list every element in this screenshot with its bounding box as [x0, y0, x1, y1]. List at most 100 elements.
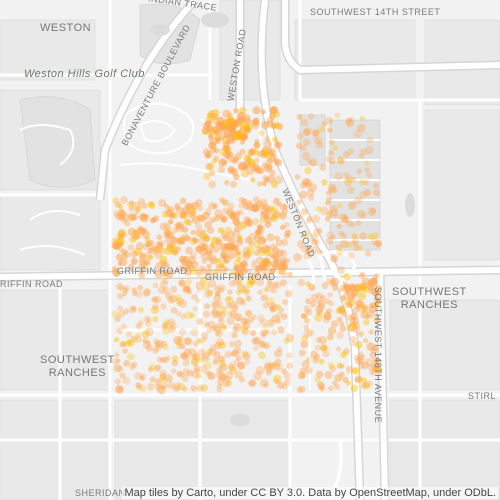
- data-dot: [209, 344, 217, 352]
- data-dot: [242, 247, 251, 256]
- data-dot: [238, 106, 247, 115]
- data-dot: [230, 180, 237, 188]
- data-dot: [118, 247, 124, 253]
- data-dot: [246, 167, 255, 176]
- data-dot: [281, 270, 287, 277]
- data-dot: [180, 211, 187, 218]
- data-dot: [300, 245, 308, 254]
- data-dot: [209, 256, 218, 265]
- data-dot: [218, 318, 225, 325]
- data-dot: [348, 284, 355, 291]
- data-dot: [305, 181, 312, 189]
- data-dot: [263, 248, 272, 257]
- data-dot: [351, 233, 358, 239]
- data-dot: [151, 297, 157, 303]
- data-dot: [141, 330, 150, 339]
- data-dot: [372, 358, 379, 364]
- data-dot: [205, 163, 213, 171]
- data-dot: [258, 246, 266, 254]
- data-dot: [280, 238, 289, 247]
- data-dot: [136, 384, 142, 391]
- data-dot: [360, 212, 367, 219]
- data-dot: [229, 270, 235, 277]
- data-dot: [305, 217, 312, 224]
- data-dot: [334, 112, 341, 119]
- data-dot: [191, 201, 199, 210]
- data-dot: [197, 338, 203, 345]
- data-dot: [147, 382, 155, 391]
- data-dot: [174, 202, 181, 209]
- data-dot: [175, 310, 182, 317]
- data-dot: [262, 203, 270, 211]
- data-dot: [212, 359, 219, 365]
- data-dot: [208, 141, 216, 149]
- data-dot: [168, 325, 176, 333]
- data-dot: [224, 266, 229, 272]
- data-dot: [176, 221, 185, 230]
- data-dot: [202, 283, 210, 291]
- data-dot: [133, 201, 142, 211]
- data-dot: [316, 370, 324, 378]
- data-dot: [227, 165, 235, 174]
- data-dot: [243, 288, 250, 295]
- data-dot: [180, 343, 186, 350]
- data-dot: [352, 368, 359, 374]
- data-dot: [218, 305, 227, 314]
- data-dot: [196, 384, 204, 392]
- data-dot: [364, 160, 370, 166]
- data-dot: [181, 226, 189, 233]
- data-dot: [198, 348, 206, 356]
- data-dot: [343, 178, 352, 186]
- data-dot: [191, 370, 200, 379]
- data-dot: [175, 222, 183, 230]
- data-dot: [213, 284, 220, 292]
- data-dot: [371, 363, 378, 371]
- data-dot: [255, 265, 261, 271]
- data-dot: [352, 306, 360, 314]
- data-dot: [344, 300, 353, 308]
- data-dot: [332, 145, 338, 151]
- data-dot: [240, 325, 249, 333]
- data-dot: [217, 227, 225, 234]
- data-dot: [189, 267, 198, 275]
- data-dot: [217, 377, 225, 386]
- data-dot: [139, 259, 148, 268]
- data-dot: [180, 259, 187, 266]
- data-dot: [152, 282, 159, 289]
- data-dot: [232, 326, 239, 333]
- data-dot: [373, 357, 382, 367]
- data-dot: [186, 202, 194, 210]
- data-dot: [373, 364, 382, 373]
- data-dot: [162, 326, 171, 335]
- data-dot: [272, 281, 279, 289]
- data-dot: [302, 128, 311, 137]
- data-dot: [309, 350, 319, 360]
- data-dot: [231, 332, 238, 339]
- data-dot: [209, 216, 216, 224]
- data-dot: [220, 323, 226, 329]
- data-dot: [308, 183, 318, 192]
- data-dot: [267, 212, 276, 221]
- data-dot: [272, 374, 282, 384]
- data-dot: [199, 267, 208, 276]
- data-dot: [321, 282, 329, 289]
- data-dot: [280, 262, 289, 271]
- data-dot: [260, 264, 266, 270]
- data-dot: [361, 361, 370, 370]
- data-dot: [143, 257, 150, 265]
- data-dot: [304, 317, 311, 324]
- data-dot: [177, 335, 184, 342]
- data-dot: [235, 316, 241, 322]
- data-dot: [314, 239, 320, 246]
- data-dot: [229, 212, 237, 220]
- data-dot: [222, 132, 229, 138]
- data-dot: [360, 310, 369, 320]
- place-label-line-1: SOUTHWEST: [392, 286, 467, 298]
- data-dot: [261, 259, 269, 267]
- data-dot: [325, 278, 332, 285]
- data-dot: [164, 237, 171, 244]
- data-dot: [245, 250, 253, 258]
- data-dot: [315, 206, 322, 213]
- data-dot: [144, 241, 151, 248]
